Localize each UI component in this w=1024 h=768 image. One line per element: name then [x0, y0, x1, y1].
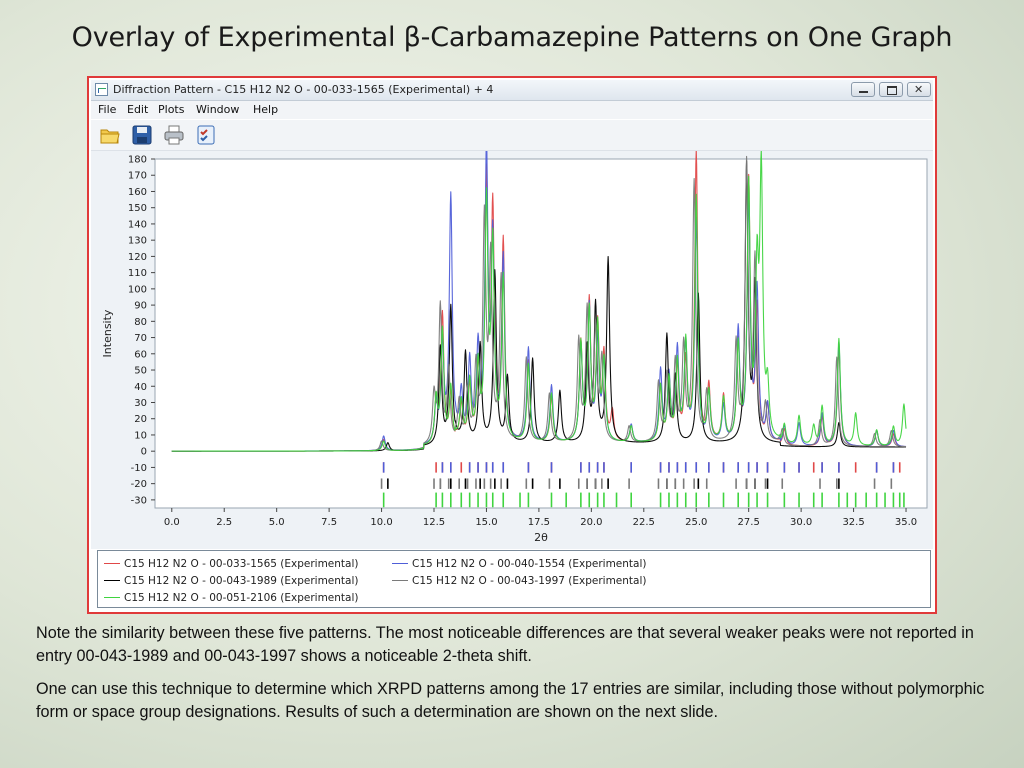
plot-frame — [154, 158, 928, 509]
y-tick-label: 160 — [128, 187, 147, 198]
legend-label: C15 H12 N2 O - 00-040-1554 (Experimental… — [412, 558, 647, 570]
y-tick-label: 40 — [134, 382, 147, 393]
menu-bar: File Edit Plots Window Help — [91, 101, 933, 119]
y-tick-label: -10 — [131, 463, 147, 474]
x-tick-label: 30.0 — [790, 517, 812, 528]
x-tick-label: 12.5 — [423, 517, 445, 528]
legend-swatch — [392, 579, 408, 581]
y-tick-label: 50 — [134, 366, 147, 377]
menu-help[interactable]: Help — [253, 103, 279, 116]
y-tick-label: 70 — [134, 333, 147, 344]
y-axis-label: Intensity — [101, 309, 114, 357]
legend-entry: C15 H12 N2 O - 00-033-1565 (Experimental… — [104, 557, 358, 571]
diffraction-chart: -30 -20 -10 0 10 20 30 40 50 60 70 80 90 100 110 120 130… — [101, 136, 928, 544]
y-tick-label: 90 — [134, 301, 147, 312]
pattern-line — [171, 149, 907, 452]
legend-entry: C15 H12 N2 O - 00-040-1554 (Experimental… — [392, 557, 646, 571]
open-folder-icon[interactable] — [99, 124, 121, 146]
legend-entry: C15 H12 N2 O - 00-043-1997 (Experimental… — [392, 574, 646, 588]
x-tick-label: 15.0 — [475, 517, 497, 528]
x-tick-label: 10.0 — [370, 517, 392, 528]
legend-swatch — [104, 579, 120, 581]
y-tick-label: 10 — [134, 430, 147, 441]
y-tick-label: 60 — [134, 349, 147, 360]
chart-area: -30 -20 -10 0 10 20 30 40 50 60 70 80 90 100 110 120 130… — [91, 136, 933, 549]
y-tick-label: 120 — [128, 252, 147, 263]
legend-swatch — [392, 562, 408, 564]
menu-file[interactable]: File — [98, 103, 117, 116]
legend-entry: C15 H12 N2 O - 00-051-2106 (Experimental… — [104, 591, 358, 605]
x-tick-label: 25.0 — [685, 517, 707, 528]
y-tick-label: 180 — [128, 155, 147, 166]
legend-swatch — [104, 562, 120, 564]
maximize-button[interactable] — [879, 82, 903, 97]
y-tick-label: 100 — [128, 284, 147, 295]
toolbar — [91, 120, 933, 151]
y-tick-label: 0 — [141, 447, 147, 458]
diffraction-pattern-window: Diffraction Pattern - C15 H12 N2 O - 00-… — [87, 76, 937, 614]
x-tick-label: 7.5 — [321, 517, 337, 528]
y-tick-label: 80 — [134, 317, 147, 328]
y-tick-label: -20 — [131, 479, 147, 490]
close-button[interactable] — [907, 82, 931, 97]
chart-legend: C15 H12 N2 O - 00-033-1565 (Experimental… — [97, 550, 931, 608]
y-tick-label: 150 — [128, 203, 147, 214]
x-tick-label: 22.5 — [633, 517, 655, 528]
x-axis-label: 2θ — [534, 531, 548, 544]
slide-title: Overlay of Experimental β-Carbamazepine … — [71, 22, 953, 53]
x-tick-label: 17.5 — [528, 517, 550, 528]
y-tick-label: 170 — [128, 171, 147, 182]
save-disk-icon[interactable] — [131, 124, 153, 146]
app-icon — [95, 83, 108, 96]
y-tick-label: 140 — [128, 219, 147, 230]
y-tick-label: -30 — [131, 495, 147, 506]
legend-entry: C15 H12 N2 O - 00-043-1989 (Experimental… — [104, 574, 358, 588]
x-tick-label: 5.0 — [269, 517, 285, 528]
window-titlebar[interactable]: Diffraction Pattern - C15 H12 N2 O - 00-… — [91, 80, 933, 101]
legend-label: C15 H12 N2 O - 00-043-1997 (Experimental… — [412, 575, 647, 587]
legend-label: C15 H12 N2 O - 00-051-2106 (Experimental… — [124, 592, 359, 604]
legend-label: C15 H12 N2 O - 00-043-1989 (Experimental… — [124, 575, 359, 587]
menu-plots[interactable]: Plots — [158, 103, 185, 116]
x-tick-label: 35.0 — [895, 517, 917, 528]
legend-swatch — [104, 596, 120, 598]
note-paragraph-2: One can use this technique to determine … — [36, 680, 985, 721]
printer-icon[interactable] — [163, 124, 185, 146]
note-paragraph-1: Note the similarity between these five p… — [36, 624, 974, 665]
x-tick-label: 2.5 — [216, 517, 232, 528]
x-tick-label: 32.5 — [842, 517, 864, 528]
x-tick-label: 0.0 — [164, 517, 180, 528]
y-tick-label: 130 — [128, 236, 147, 247]
checklist-icon[interactable] — [195, 124, 217, 146]
y-tick-label: 110 — [128, 268, 147, 279]
y-tick-label: 30 — [134, 398, 147, 409]
menu-window[interactable]: Window — [196, 103, 240, 116]
menu-edit[interactable]: Edit — [127, 103, 149, 116]
x-tick-label: 27.5 — [738, 517, 760, 528]
minimize-button[interactable] — [851, 82, 875, 97]
window-title: Diffraction Pattern - C15 H12 N2 O - 00-… — [113, 83, 494, 96]
x-tick-label: 20.0 — [580, 517, 602, 528]
legend-label: C15 H12 N2 O - 00-033-1565 (Experimental… — [124, 558, 359, 570]
y-tick-label: 20 — [134, 414, 147, 425]
